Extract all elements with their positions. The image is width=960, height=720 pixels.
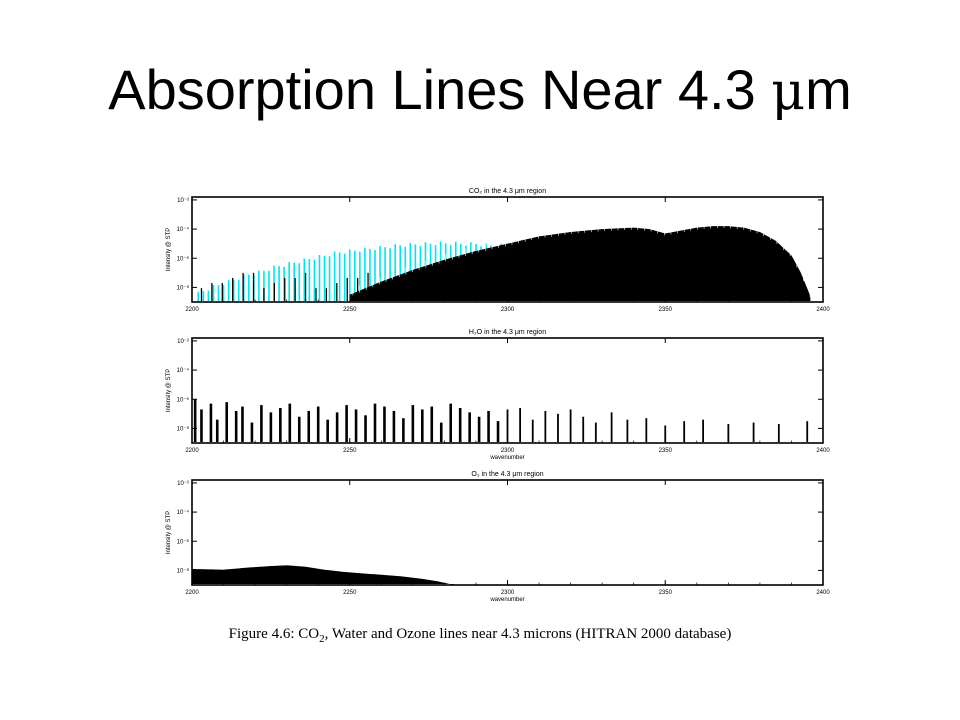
panel-1-ytick-label: 10⁻⁶ (177, 255, 190, 262)
panel-2-ylabel: Intensity @ STP (166, 369, 172, 412)
caption-prefix: Figure 4.6: CO (228, 626, 320, 642)
panel-2-ytick-label: 10⁻⁸ (177, 425, 190, 432)
panel-2-xtick-label: 2200 (185, 448, 199, 454)
panel-2-ytick-label: 10⁻² (177, 339, 189, 345)
caption-suffix: , Water and Ozone lines near 4.3 microns… (324, 626, 732, 642)
panel-3-series-1-envelope (192, 565, 454, 585)
panel-3-xtick-label: 2250 (343, 590, 357, 596)
panel-2-title: H₂O in the 4.3 μm region (469, 329, 546, 336)
panel-2-xtick-label: 2250 (343, 448, 357, 454)
panel-3-xlabel: wavenumber (489, 597, 524, 603)
panel-3-frame (191, 479, 824, 586)
panel-1-xtick-label: 2300 (501, 307, 515, 313)
panel-3-title: O₃ in the 4.3 μm region (471, 471, 543, 478)
panel-3-xtick-label: 2200 (185, 590, 199, 596)
panel-3-ytick-label: 10⁻⁸ (177, 567, 190, 574)
panel-1-ytick-label: 10⁻² (177, 198, 189, 204)
panel-1-ylabel: Intensity @ STP (166, 228, 172, 271)
panel-1-xtick-label: 2400 (816, 307, 830, 313)
panel-2-xtick-label: 2400 (816, 448, 830, 454)
panel-3-ylabel: Intensity @ STP (166, 511, 172, 554)
panel-2-ytick-label: 10⁻⁶ (177, 396, 190, 403)
panel-3-ytick-label: 10⁻⁴ (177, 509, 190, 516)
panel-2-xtick-label: 2300 (501, 448, 515, 454)
panel-2-xlabel: wavenumber (489, 455, 524, 461)
panel-3-xtick-label: 2400 (816, 590, 830, 596)
slide-title-text: Absorption Lines Near 4.3 (108, 58, 772, 121)
figure-caption: Figure 4.6: CO2, Water and Ozone lines n… (0, 626, 960, 645)
panel-1-frame (191, 196, 824, 303)
panel-1-xtick-label: 2200 (185, 307, 199, 313)
panel-1-series-2-envelope (349, 226, 811, 301)
panel-1-title: CO₂ in the 4.3 μm region (469, 188, 546, 195)
panel-1-ytick-label: 10⁻⁸ (177, 284, 190, 291)
slide-title: Absorption Lines Near 4.3 μm (0, 62, 960, 119)
panel-3-xtick-label: 2350 (659, 590, 673, 596)
panel-1-xtick-label: 2350 (659, 307, 673, 313)
panel-3-ytick-label: 10⁻² (177, 481, 189, 487)
panel-3-xtick-label: 2300 (501, 590, 515, 596)
panel-2-frame (191, 337, 824, 444)
panel-1-ytick-label: 10⁻⁴ (177, 226, 190, 233)
panel-1-xtick-label: 2250 (343, 307, 357, 313)
panel-2-ytick-label: 10⁻⁴ (177, 367, 190, 374)
panel-2-xtick-label: 2350 (659, 448, 673, 454)
slide-title-mu: μ (771, 62, 806, 122)
caption-subscript: 2 (319, 633, 325, 645)
panel-3-ytick-label: 10⁻⁶ (177, 538, 190, 545)
slide-title-unit: m (805, 58, 852, 121)
